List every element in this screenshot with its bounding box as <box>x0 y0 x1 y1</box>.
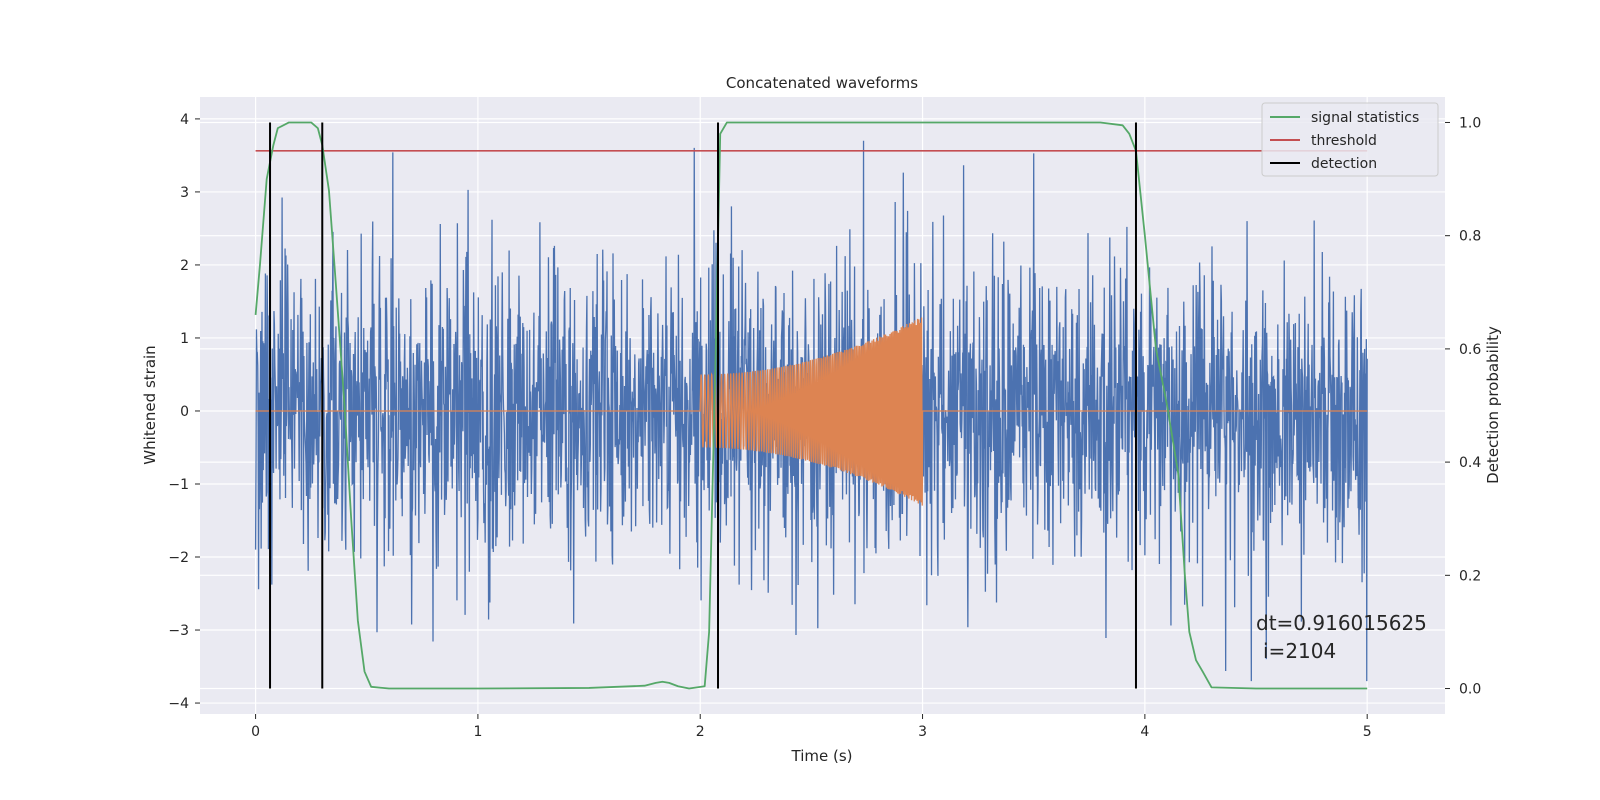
y-right-tick-label-5: 1.0 <box>1459 115 1481 131</box>
y-tick-label-4: 0 <box>180 404 189 420</box>
y-tick-label-1: −3 <box>168 623 189 639</box>
y-tick-label-3: −1 <box>168 477 189 493</box>
legend-label-threshold: threshold <box>1311 133 1377 149</box>
legend-label-detection: detection <box>1311 156 1377 172</box>
x-tick-label-1: 1 <box>473 724 482 740</box>
legend-frame <box>1261 102 1439 177</box>
y-axis-label: Whitened strain <box>141 345 159 464</box>
ticks: 0 1 2 3 4 5 −4 −3 −2 −1 0 1 2 3 4 0.0 0.2 0.4 0.6 0.8 1.0 <box>168 112 1481 740</box>
y-tick-label-5: 1 <box>180 331 189 347</box>
y-tick-label-2: −2 <box>168 550 189 566</box>
x-tick-label-0: 0 <box>251 724 260 740</box>
y-tick-label-8: 4 <box>180 112 189 128</box>
x-tick-label-5: 5 <box>1363 724 1372 740</box>
data-layer <box>254 121 1368 690</box>
y-right-tick-label-4: 0.8 <box>1459 229 1481 245</box>
x-tick-label-3: 3 <box>918 724 927 740</box>
x-tick-label-2: 2 <box>696 724 705 740</box>
annotation-dt: dt=0.916015625 <box>1256 611 1427 635</box>
y-axis-right-label: Detection probability <box>1484 326 1502 484</box>
legend: signal statistics threshold detection <box>1261 102 1439 177</box>
y-tick-label-0: −4 <box>168 696 189 712</box>
y-right-tick-label-2: 0.4 <box>1459 455 1481 471</box>
signal-statistics-line <box>254 121 1368 690</box>
y-tick-label-6: 2 <box>180 258 189 274</box>
annotation-index: i=2104 <box>1263 639 1336 663</box>
y-right-tick-label-3: 0.6 <box>1459 342 1481 358</box>
injected-waveform-line <box>255 317 1368 506</box>
y-tick-label-7: 3 <box>180 185 189 201</box>
x-tick-label-4: 4 <box>1140 724 1149 740</box>
y-right-tick-label-0: 0.0 <box>1459 682 1481 698</box>
legend-label-signal-statistics: signal statistics <box>1311 110 1419 126</box>
x-axis-label: Time (s) <box>791 747 853 765</box>
chart-title: Concatenated waveforms <box>726 74 918 92</box>
y-right-tick-label-1: 0.2 <box>1459 568 1481 584</box>
